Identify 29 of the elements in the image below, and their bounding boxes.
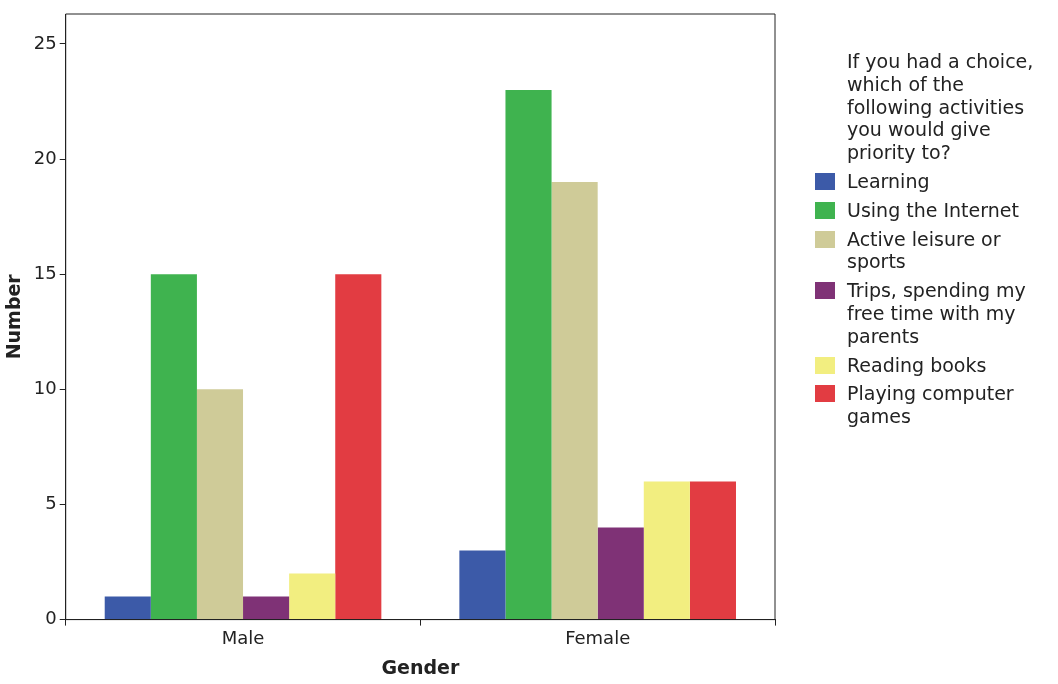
- bar: [196, 389, 244, 620]
- y-tick-label: 20: [33, 146, 57, 168]
- legend-label: Using the Internet: [847, 198, 1019, 222]
- bar: [643, 481, 690, 620]
- bar: [597, 527, 644, 620]
- bar: [289, 573, 336, 620]
- x-axis-title: Gender: [381, 655, 460, 678]
- x-tick-label: Male: [221, 627, 265, 649]
- legend-label: Playing computer games: [847, 382, 1015, 428]
- y-axis-title: Number: [2, 273, 25, 360]
- y-tick-label: 25: [33, 31, 57, 53]
- bar: [505, 89, 552, 620]
- bar: [459, 550, 506, 620]
- legend-label: Learning: [847, 169, 930, 193]
- legend-label: Active leisure or sports: [847, 227, 1002, 274]
- y-tick-label: 10: [33, 377, 57, 399]
- bar: [150, 274, 197, 620]
- bar: [551, 182, 598, 620]
- y-tick-label: 0: [45, 607, 57, 629]
- y-tick-label: 15: [33, 261, 57, 283]
- legend-title: If you had a choice, which of the following activities you would give priority to?: [847, 50, 1035, 164]
- bar: [243, 596, 290, 620]
- x-tick-label: Female: [565, 627, 631, 649]
- bar: [104, 596, 151, 620]
- legend-label: Trips, spending my free time with my parents: [847, 279, 1027, 348]
- legend-label: Reading books: [847, 353, 987, 377]
- bar: [689, 481, 736, 620]
- bar: [335, 274, 382, 620]
- y-tick-label: 5: [45, 492, 57, 514]
